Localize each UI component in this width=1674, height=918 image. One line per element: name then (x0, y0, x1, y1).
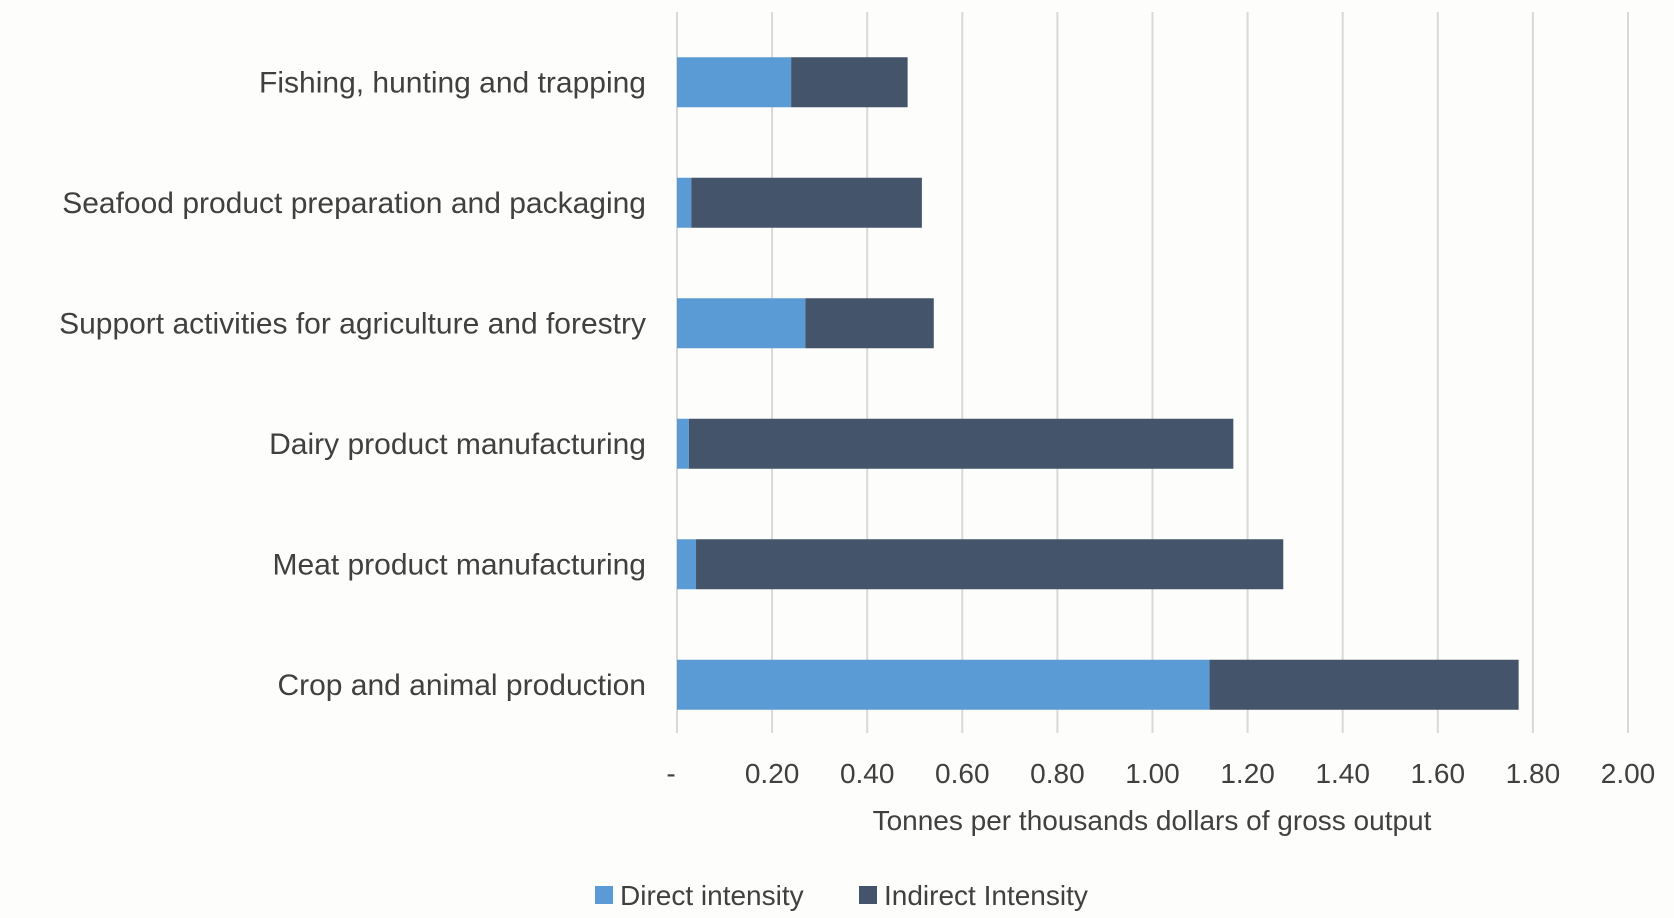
bar-direct-4 (677, 539, 697, 590)
x-tick-label-10: 2.00 (1601, 758, 1656, 789)
x-tick-label-5: 1.00 (1125, 758, 1180, 789)
x-axis-title: Tonnes per thousands dollars of gross ou… (873, 805, 1432, 836)
bar-indirect-1 (691, 177, 922, 228)
bar-indirect-5 (1209, 659, 1519, 710)
bars (677, 57, 1519, 710)
bar-direct-1 (677, 177, 692, 228)
legend: Direct intensity Indirect Intensity (595, 880, 1088, 911)
bar-indirect-3 (688, 418, 1234, 469)
x-tick-label-4: 0.80 (1030, 758, 1085, 789)
x-tick-labels: - 0.20 0.40 0.60 0.80 1.00 1.20 1.40 1.60 1.80 2.0… (666, 758, 1655, 789)
category-label-4: Meat product manufacturing (272, 548, 646, 581)
legend-direct-label: Direct intensity (620, 880, 804, 911)
bar-indirect-2 (805, 298, 934, 349)
bar-direct-0 (677, 57, 792, 108)
x-tick-label-6: 1.20 (1220, 758, 1275, 789)
x-tick-label-3: 0.60 (935, 758, 990, 789)
x-tick-label-2: 0.40 (840, 758, 895, 789)
x-tick-label-8: 1.60 (1411, 758, 1466, 789)
x-tick-label-1: 0.20 (745, 758, 800, 789)
category-label-0: Fishing, hunting and trapping (259, 66, 646, 99)
gridlines (676, 12, 1629, 733)
bar-indirect-0 (791, 57, 908, 108)
legend-direct-swatch (595, 886, 613, 904)
bar-direct-3 (677, 418, 689, 469)
category-labels: Fishing, hunting and trapping Seafood pro… (59, 66, 646, 702)
category-label-3: Dairy product manufacturing (269, 428, 646, 461)
bar-direct-2 (677, 298, 806, 349)
legend-indirect-swatch (859, 886, 877, 904)
category-label-5: Crop and animal production (277, 669, 646, 702)
x-tick-label-0: - (666, 758, 675, 789)
bar-direct-5 (677, 659, 1210, 710)
x-tick-label-7: 1.40 (1315, 758, 1370, 789)
bar-indirect-4 (696, 539, 1284, 590)
category-label-2: Support activities for agriculture and f… (59, 307, 646, 340)
legend-indirect-label: Indirect Intensity (884, 880, 1088, 911)
x-tick-label-9: 1.80 (1506, 758, 1561, 789)
category-label-1: Seafood product preparation and packagin… (62, 187, 646, 220)
